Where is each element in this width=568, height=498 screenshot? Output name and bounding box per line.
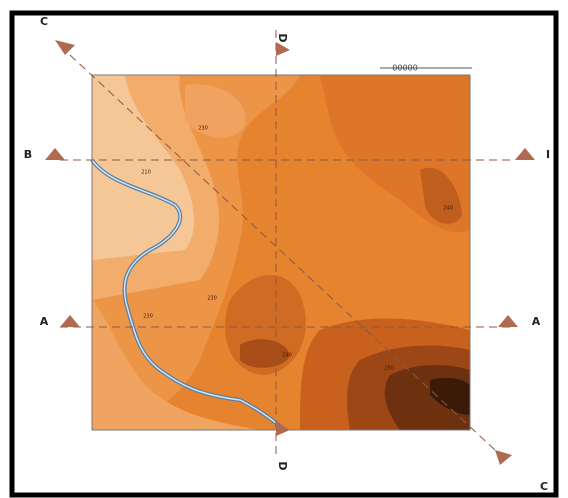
section-lines xyxy=(60,30,515,455)
section-label: D xyxy=(276,33,289,42)
section-label: I xyxy=(546,148,550,161)
section-label: C xyxy=(40,15,48,28)
contour-label: 230 xyxy=(207,296,217,302)
scale-label: 00000 xyxy=(392,64,417,73)
section-label: A xyxy=(532,315,541,328)
contour-label: 210 xyxy=(141,170,151,176)
contour-label: 230 xyxy=(143,314,153,320)
section-label: C xyxy=(540,480,548,493)
section-label: B xyxy=(24,148,32,161)
river-highlight xyxy=(91,159,286,431)
section-markers xyxy=(45,40,535,465)
contour-label: 240 xyxy=(282,353,292,359)
section-label: D xyxy=(276,461,289,470)
contour-map xyxy=(92,75,470,430)
scale-bar: 00000 xyxy=(380,64,472,73)
section-label: A xyxy=(40,315,49,328)
contour-label: 230 xyxy=(198,126,208,132)
contour-label: 240 xyxy=(443,206,453,212)
contour-label: 250 xyxy=(384,366,394,372)
